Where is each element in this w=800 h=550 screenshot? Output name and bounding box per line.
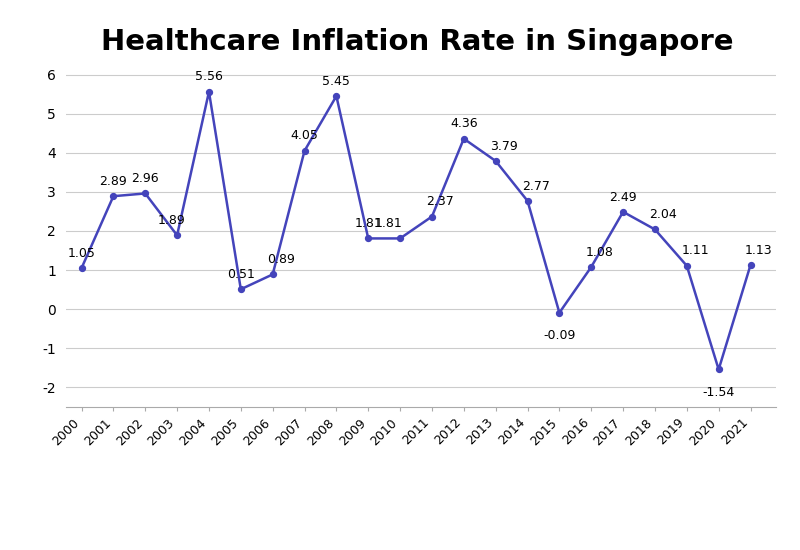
Point — [298, 146, 311, 155]
Point — [681, 261, 694, 270]
Text: Year: Year — [376, 513, 424, 532]
Text: 3.79: 3.79 — [490, 140, 518, 153]
Point — [649, 225, 662, 234]
Point — [458, 134, 470, 143]
Point — [617, 207, 630, 216]
Point — [362, 234, 374, 243]
Text: Healthcare Inflation Rate in Singapore: Healthcare Inflation Rate in Singapore — [101, 28, 734, 56]
Point — [139, 189, 152, 198]
Text: 2.37: 2.37 — [426, 195, 454, 208]
Text: 5.56: 5.56 — [195, 70, 223, 84]
Text: 5.45: 5.45 — [322, 75, 350, 88]
Point — [75, 264, 88, 273]
Text: 1.05: 1.05 — [67, 247, 95, 260]
Text: -0.09: -0.09 — [543, 329, 575, 343]
Point — [553, 309, 566, 317]
Text: 1.11: 1.11 — [682, 245, 709, 257]
Point — [330, 92, 342, 101]
Text: 1.81: 1.81 — [375, 217, 403, 230]
Point — [521, 196, 534, 205]
Point — [394, 234, 406, 243]
Point — [202, 87, 215, 96]
Text: 1.89: 1.89 — [158, 214, 186, 227]
Text: 1.13: 1.13 — [745, 244, 773, 257]
Point — [490, 157, 502, 166]
Point — [266, 270, 279, 279]
Text: 2.89: 2.89 — [99, 175, 127, 188]
Text: 4.36: 4.36 — [450, 117, 478, 130]
Point — [107, 192, 120, 201]
Text: 2.96: 2.96 — [131, 172, 159, 185]
Text: 1.81: 1.81 — [354, 217, 382, 230]
Point — [712, 365, 725, 374]
Text: 4.05: 4.05 — [290, 129, 318, 142]
Point — [170, 231, 183, 240]
Text: 1.08: 1.08 — [586, 246, 614, 258]
Text: 0.89: 0.89 — [267, 253, 295, 266]
Point — [426, 212, 438, 221]
Text: 0.51: 0.51 — [227, 268, 254, 281]
Point — [585, 262, 598, 271]
Point — [234, 285, 247, 294]
Text: 2.49: 2.49 — [610, 190, 637, 204]
Text: Healthcare Inflation Rate (%): Healthcare Inflation Rate (%) — [20, 129, 38, 402]
Text: 2.77: 2.77 — [522, 179, 550, 192]
Text: -1.54: -1.54 — [702, 386, 734, 399]
Text: 2.04: 2.04 — [650, 208, 677, 221]
Point — [744, 261, 757, 270]
